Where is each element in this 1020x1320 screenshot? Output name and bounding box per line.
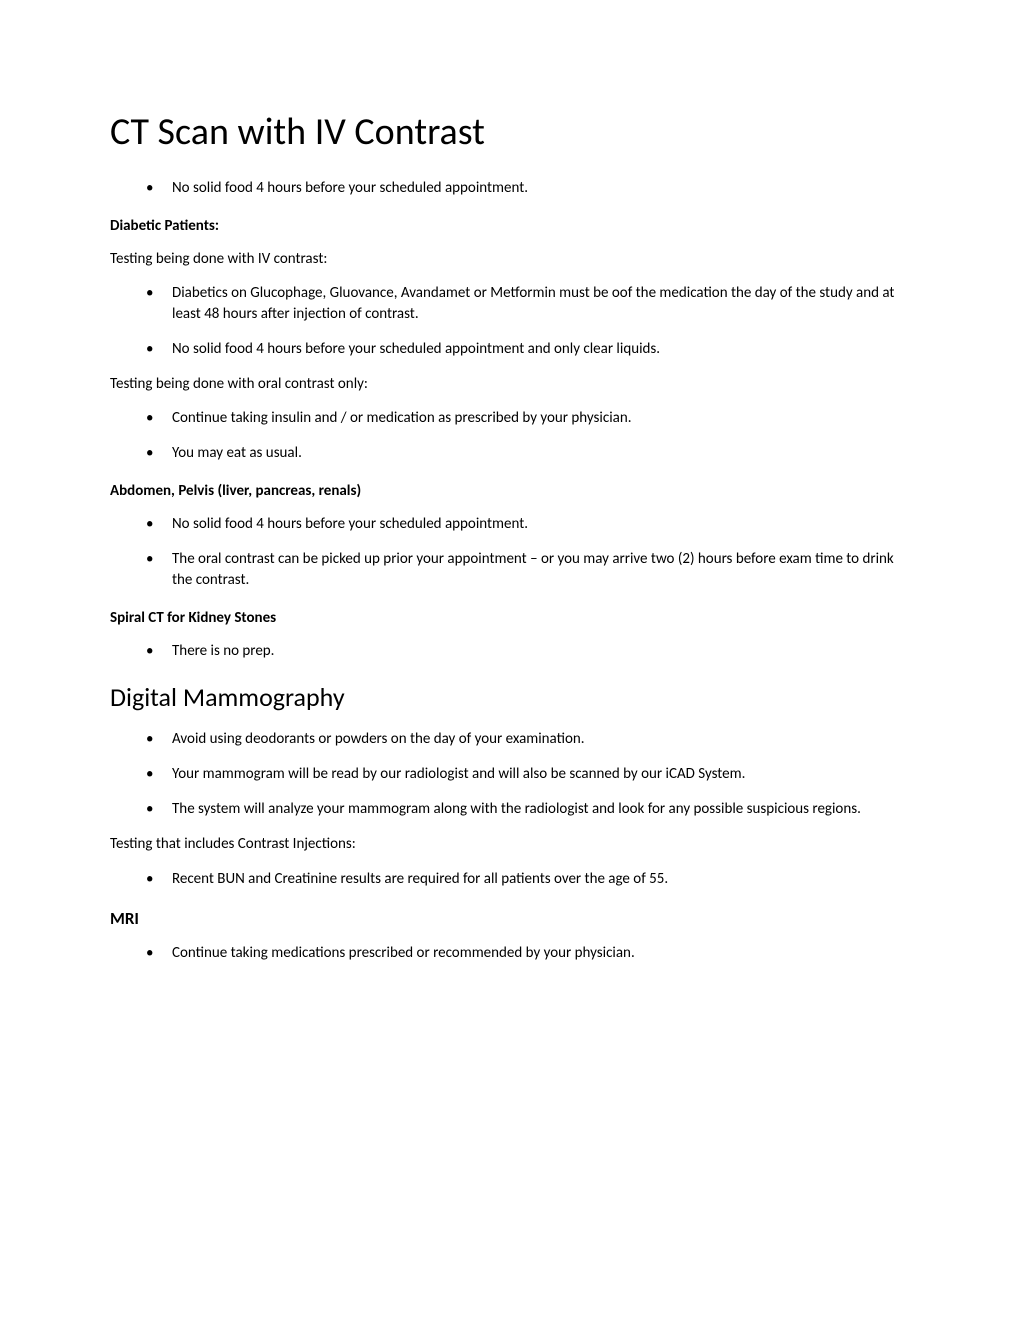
abdomen-heading: Abdomen, Pelvis (liver, pancreas, renals… xyxy=(110,482,910,500)
mammo-heading: Digital Mammography xyxy=(110,682,910,713)
list-item: There is no prep. xyxy=(110,641,910,662)
intro-bullets: No solid food 4 hours before your schedu… xyxy=(110,178,910,199)
list-item: You may eat as usual. xyxy=(110,443,910,464)
list-item: Your mammogram will be read by our radio… xyxy=(110,764,910,785)
spiral-heading: Spiral CT for Kidney Stones xyxy=(110,609,910,627)
list-item: Avoid using deodorants or powders on the… xyxy=(110,729,910,750)
diabetic-heading: Diabetic Patients: xyxy=(110,217,910,235)
list-item: Recent BUN and Creatinine results are re… xyxy=(110,869,910,890)
list-item: Diabetics on Glucophage, Gluovance, Avan… xyxy=(110,283,910,325)
list-item: Continue taking medications prescribed o… xyxy=(110,943,910,964)
diabetic-oral-intro: Testing being done with oral contrast on… xyxy=(110,374,910,394)
page-title: CT Scan with IV Contrast xyxy=(110,110,910,156)
diabetic-oral-bullets: Continue taking insulin and / or medicat… xyxy=(110,408,910,464)
mri-bullets: Continue taking medications prescribed o… xyxy=(110,943,910,964)
list-item: Continue taking insulin and / or medicat… xyxy=(110,408,910,429)
list-item: No solid food 4 hours before your schedu… xyxy=(110,514,910,535)
spiral-bullets: There is no prep. xyxy=(110,641,910,662)
diabetic-iv-intro: Testing being done with IV contrast: xyxy=(110,249,910,269)
mammo-contrast-bullets: Recent BUN and Creatinine results are re… xyxy=(110,869,910,890)
list-item: No solid food 4 hours before your schedu… xyxy=(110,339,910,360)
mri-heading: MRI xyxy=(110,908,910,929)
list-item: The system will analyze your mammogram a… xyxy=(110,799,910,820)
document-page: CT Scan with IV Contrast No solid food 4… xyxy=(0,0,1020,1320)
diabetic-iv-bullets: Diabetics on Glucophage, Gluovance, Avan… xyxy=(110,283,910,360)
list-item: No solid food 4 hours before your schedu… xyxy=(110,178,910,199)
list-item: The oral contrast can be picked up prior… xyxy=(110,549,910,591)
mammo-bullets: Avoid using deodorants or powders on the… xyxy=(110,729,910,820)
abdomen-bullets: No solid food 4 hours before your schedu… xyxy=(110,514,910,591)
mammo-contrast-intro: Testing that includes Contrast Injection… xyxy=(110,834,910,854)
